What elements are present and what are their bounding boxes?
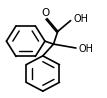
Text: O: O bbox=[41, 8, 50, 18]
Text: OH: OH bbox=[74, 14, 89, 24]
Text: OH: OH bbox=[78, 44, 93, 54]
